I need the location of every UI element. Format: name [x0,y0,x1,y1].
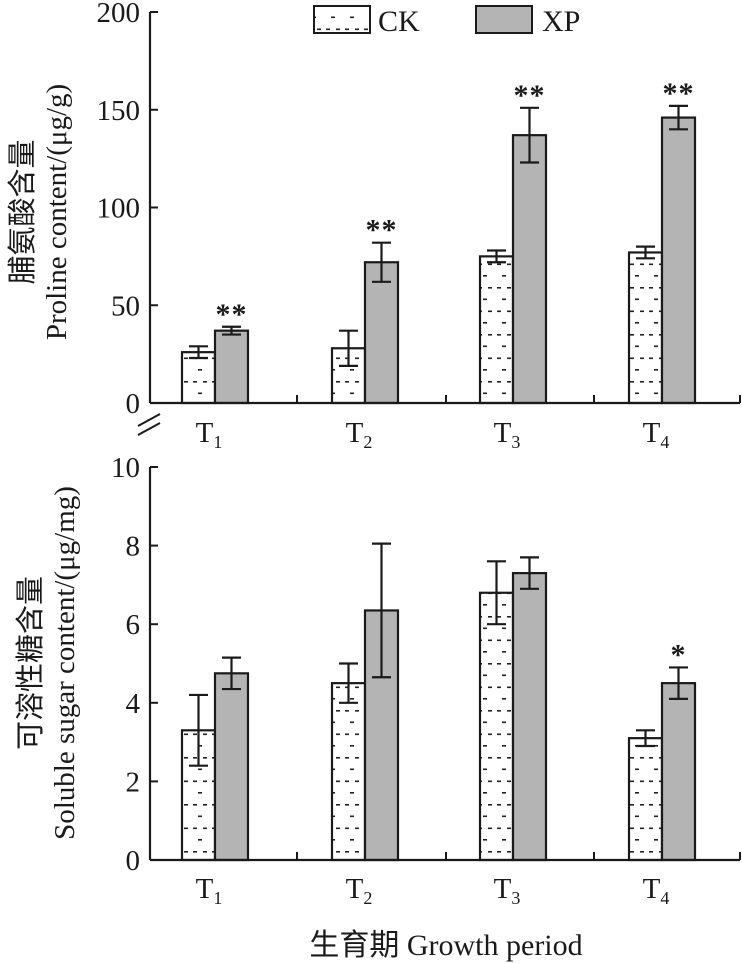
legend-label-xp: XP [542,5,580,38]
proline-bars: ** ** ** ** [180,77,697,405]
proline-bar-ck-t1 [180,351,217,405]
sugar-bar-xp-t3 [511,572,548,862]
proline-errorbar-ck-t3 [487,249,506,264]
sugar-significance-t4: * [671,638,687,671]
proline-xtick-label-t2: T2 [346,417,373,452]
proline-ylabel-cn: 脯氨酸含量 [6,139,39,284]
sugar-ytick-label: 4 [126,688,141,720]
proline-xtick-label-t1: T1 [196,417,223,452]
sugar-ytick-label: 8 [126,531,141,563]
sugar-errorbar-xp-t2 [372,542,391,679]
proline-ytick-label: 0 [126,388,141,420]
proline-significance-t2: ** [366,214,398,247]
sugar-bar-xp-t4 [660,682,697,862]
sugar-bar-ck-t3 [478,591,515,862]
sugar-bar-ck-t2 [330,682,367,862]
proline-errorbar-ck-t4 [636,245,655,260]
legend-swatch-xp [475,5,533,34]
proline-errorbar-ck-t2 [339,329,358,367]
proline-ytick-label: 50 [111,290,140,322]
legend-swatch-ck [313,5,371,34]
sugar-errorbar-xp-t1 [222,656,241,691]
proline-bar-xp-t2 [363,261,400,405]
proline-bar-xp-t1 [213,329,250,405]
proline-significance-t3: ** [514,79,546,112]
proline-xtick-label-t3: T3 [494,417,521,452]
sugar-errorbar-ck-t4 [636,729,655,748]
sugar-axes: 0 2 4 6 8 10 T1 T2 T3 T4 [111,452,741,908]
legend-label-ck: CK [378,5,420,38]
sugar-errorbar-ck-t3 [487,560,506,626]
axis-break-icon [137,413,161,436]
sugar-ylabel-cn: 可溶性糖含量 [14,576,47,750]
sugar-xtick-label-t2: T2 [346,873,373,908]
sugar-xtick-label-t4: T4 [643,873,670,908]
proline-errorbar-xp-t1 [222,325,241,336]
sugar-bar-xp-t1 [213,672,250,862]
proline-ytick-label: 150 [97,95,141,127]
sugar-errorbar-xp-t4 [669,666,688,700]
sugar-bar-ck-t4 [627,737,664,862]
proline-ytick-label: 100 [97,193,141,225]
proline-errorbar-xp-t4 [669,104,688,131]
sugar-ytick-label: 2 [126,766,141,798]
proline-errorbar-xp-t3 [520,106,539,164]
proline-bar-ck-t3 [478,255,515,405]
proline-ylabel-en: Proline content/(μg/g) [41,84,73,340]
sugar-ytick-label: 10 [111,452,140,484]
sugar-xtick-label-t1: T1 [196,873,223,908]
proline-errorbar-ck-t1 [189,345,208,360]
proline-bar-ck-t4 [627,251,664,405]
proline-bar-xp-t4 [660,116,697,405]
sugar-errorbar-xp-t3 [520,556,539,590]
proline-significance-t4: ** [663,77,695,110]
proline-chart: ** ** ** ** 0 50 100 150 200 T1 T2 T3 T4 脯氨酸含量 Prol… [6,0,741,452]
sugar-ylabel-en: Soluble sugar content/(μg/mg) [49,486,81,840]
sugar-chart: * 0 2 4 6 8 10 T1 T2 T3 T4 可溶性糖含量 Soluble sugar c… [14,452,741,962]
legend: CK XP [313,5,580,38]
proline-xtick-label-t4: T4 [643,417,670,452]
sugar-xtick-label-t3: T3 [494,873,521,908]
sugar-bars: * [180,542,697,862]
proline-errorbar-xp-t2 [372,241,391,283]
proline-significance-t1: ** [216,298,248,331]
proline-bar-xp-t3 [511,134,548,405]
x-axis-title: 生育期 Growth period [309,929,582,962]
proline-axes: 0 50 100 150 200 T1 T2 T3 T4 [97,0,741,452]
proline-ytick-label: 200 [97,0,141,29]
sugar-ytick-label: 0 [126,845,141,877]
sugar-ytick-label: 6 [126,609,141,641]
sugar-errorbar-ck-t2 [339,662,358,704]
sugar-errorbar-ck-t1 [189,693,208,767]
